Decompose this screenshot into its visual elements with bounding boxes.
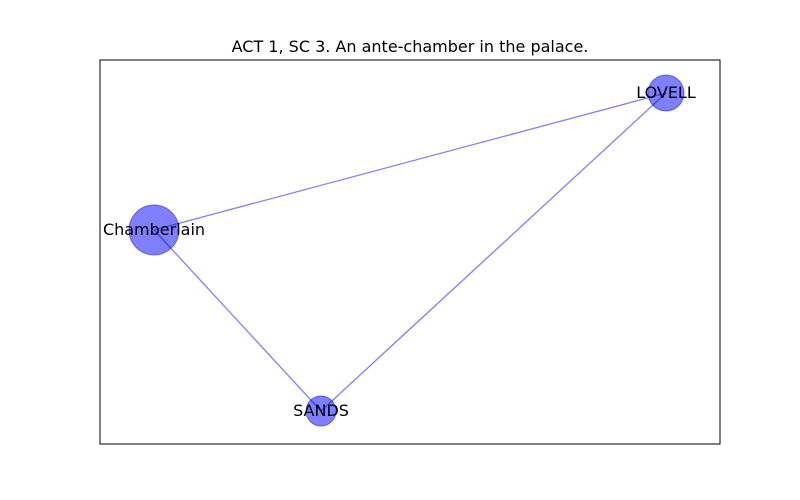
node-chamberlain	[128, 204, 180, 256]
labels-layer: Chamberlain LOVELL SANDS	[103, 83, 696, 420]
edge-chamberlain-sands	[153, 229, 322, 412]
node-lovell	[647, 74, 685, 112]
node-label-lovell: LOVELL	[636, 83, 696, 102]
nodes-layer	[128, 74, 685, 427]
graph-title: ACT 1, SC 3. An ante-chamber in the pala…	[232, 37, 589, 56]
node-label-chamberlain: Chamberlain	[103, 220, 205, 239]
node-sands	[305, 395, 337, 427]
node-label-sands: SANDS	[293, 401, 349, 420]
edge-sands-lovell	[320, 92, 667, 412]
edge-chamberlain-lovell	[153, 92, 667, 231]
plot-frame	[99, 59, 721, 445]
edges-layer	[153, 92, 667, 412]
